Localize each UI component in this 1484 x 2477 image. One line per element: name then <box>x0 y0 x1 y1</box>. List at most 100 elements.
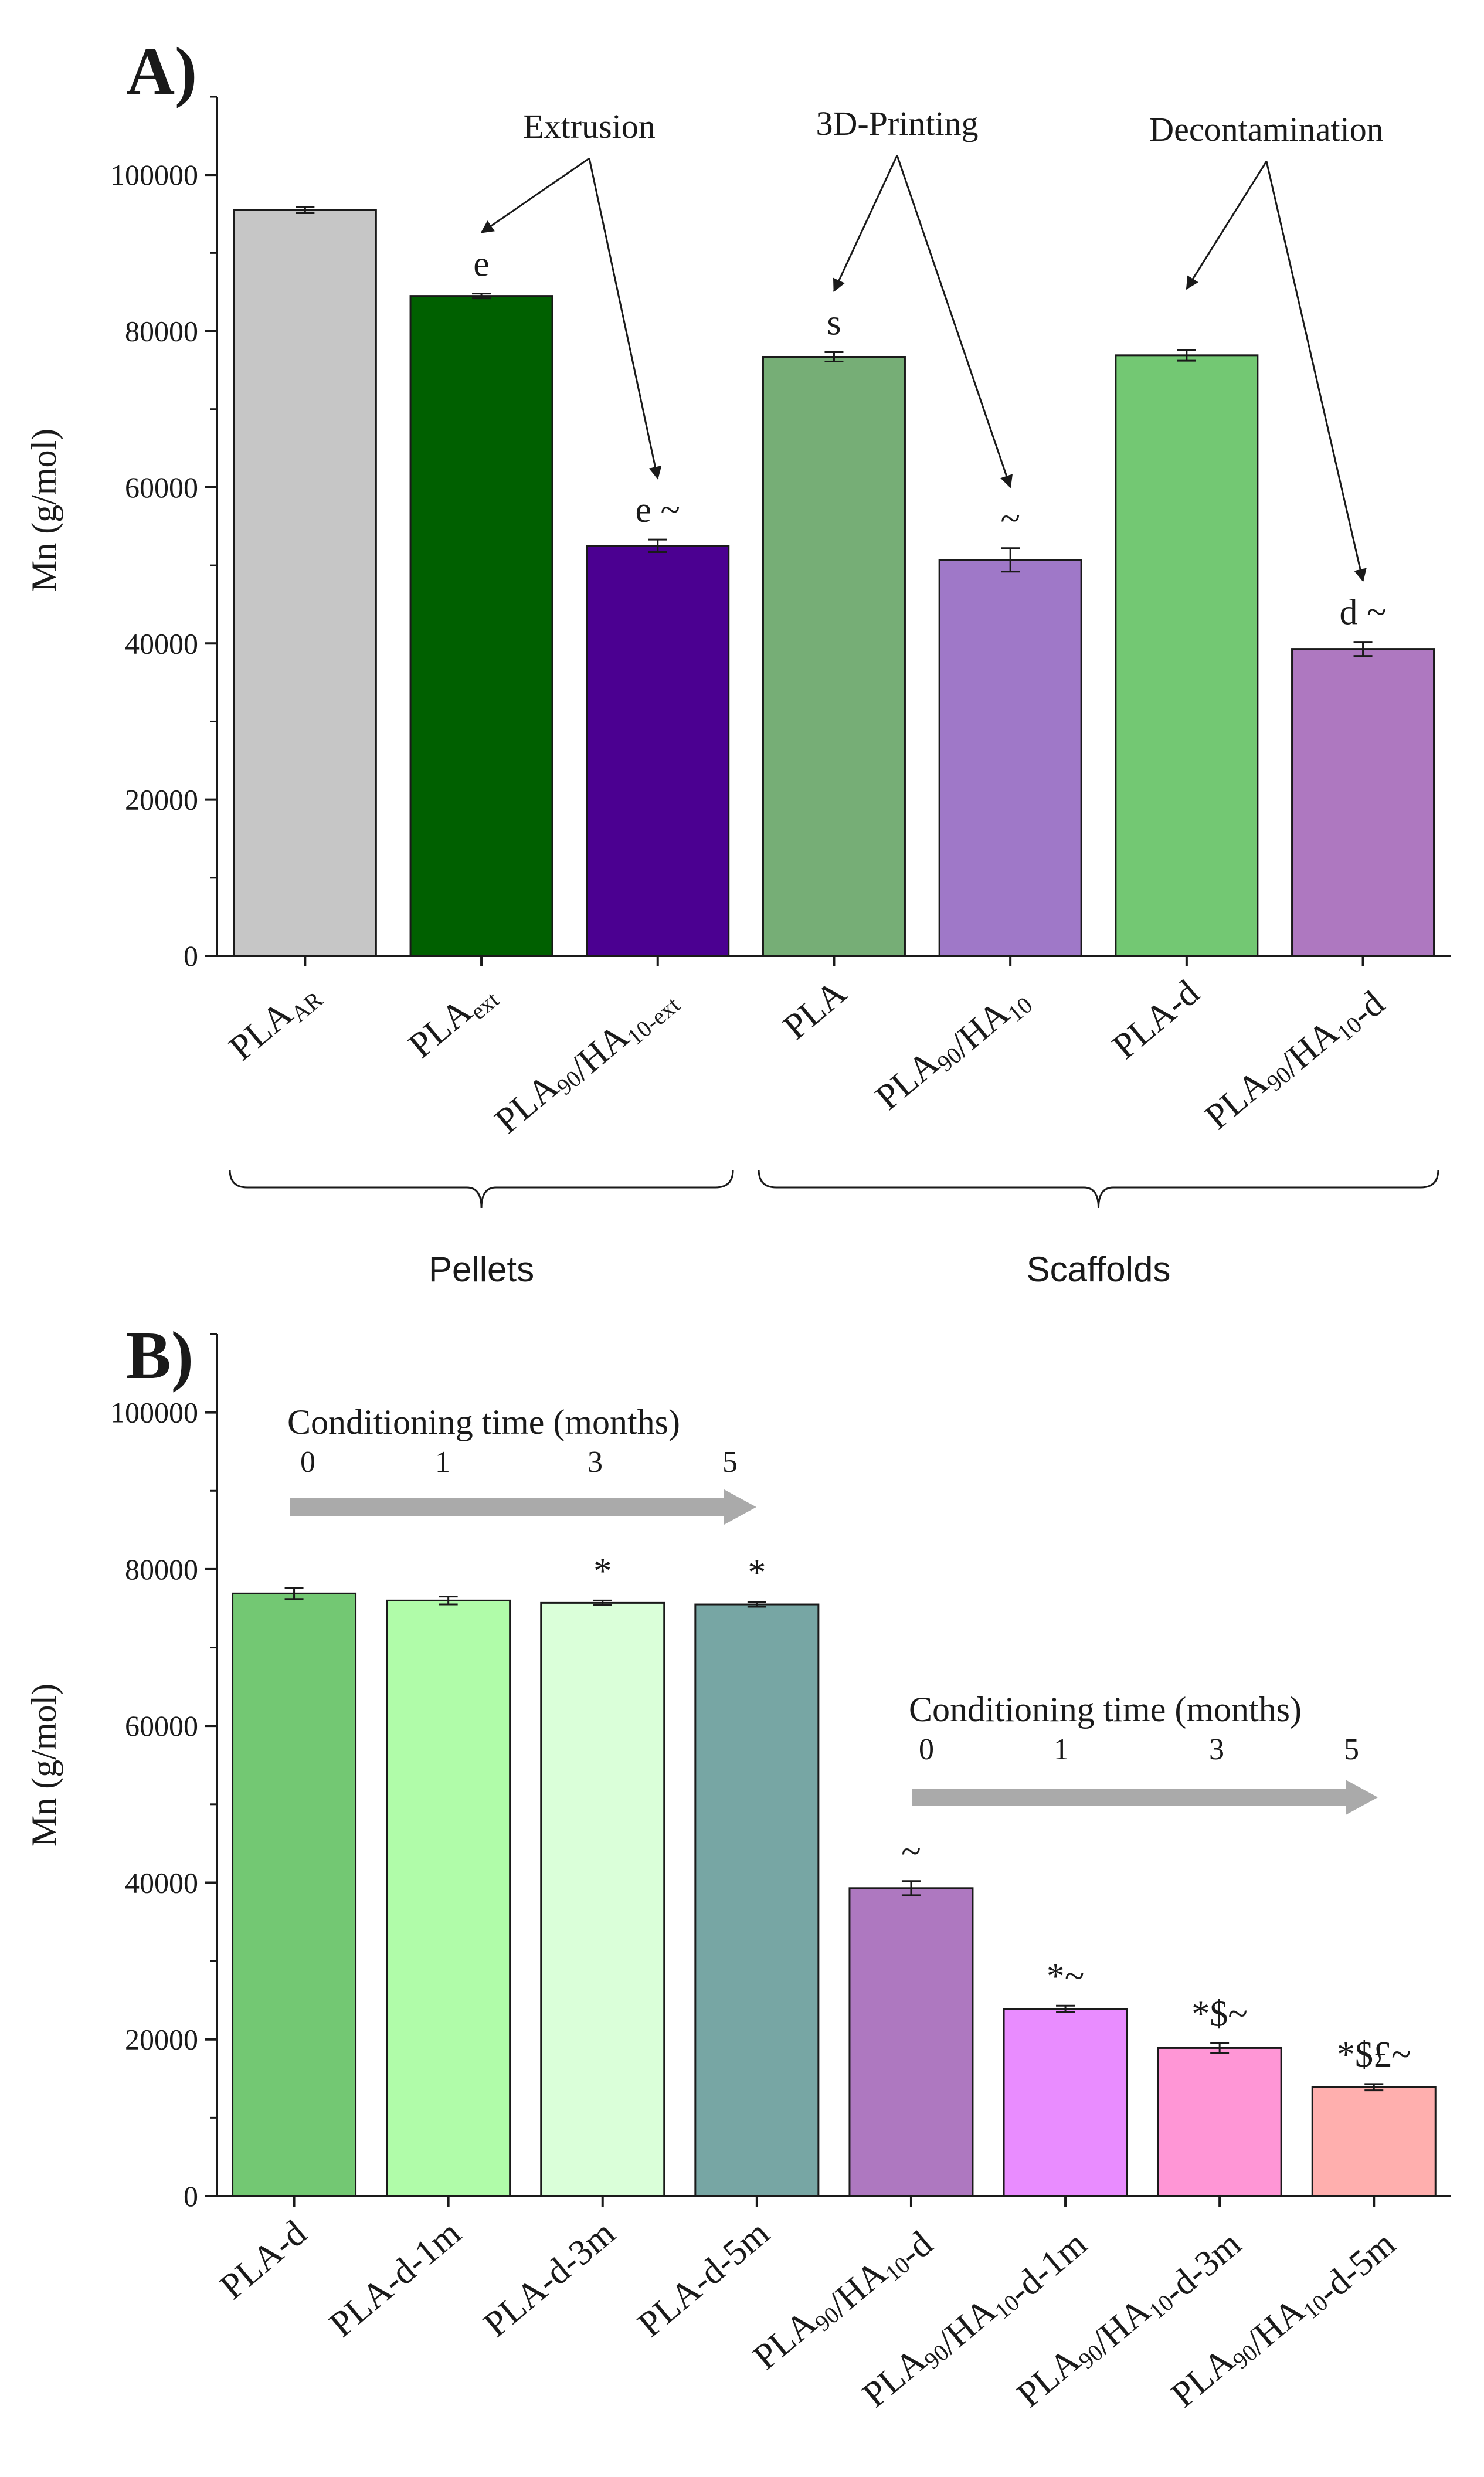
panel-b-significance-2: * <box>593 1551 612 1591</box>
panel-a-chart: A) Mn (g/mol) e e ~ s ~ d ~ 0 20000 40000 60000… <box>25 34 1451 1289</box>
panel-b-bar-3 <box>694 1603 820 2197</box>
panel-b-conditioning-1: Conditioning time (months) 0 1 3 5 <box>909 1690 1378 1815</box>
panel-a-category-label-2: PLA90/HA10-ext <box>488 973 685 1150</box>
panel-a-bar-4 <box>938 559 1082 957</box>
panel-b-conditioning-tick-0-1: 1 <box>435 1446 450 1479</box>
panel-b-y-tick-label-3: 60000 <box>125 1709 198 1742</box>
panel-a-y-tick-label-1: 20000 <box>125 783 198 816</box>
panel-a-annotation-arrow-0-0 <box>480 157 590 233</box>
panel-b-significance-5: *~ <box>1047 1956 1085 1996</box>
panel-b-error-bar-6 <box>1210 2042 1230 2054</box>
panel-b-conditioning-arrow-0 <box>290 1489 756 1525</box>
panel-a-bar-1 <box>409 295 553 957</box>
panel-a-category-label-6: PLA90/HA10-d <box>1197 973 1392 1148</box>
panel-a-annotation-label-0: Extrusion <box>523 107 656 145</box>
panel-b-bar-1 <box>386 1599 511 2197</box>
panel-a-group-label-0: Pellets <box>429 1250 534 1289</box>
panel-b-significance-3: * <box>748 1553 766 1593</box>
panel-a-category-label-4: PLA90/HA10 <box>868 973 1038 1126</box>
panel-b-bar-0 <box>232 1592 357 2197</box>
panel-b-bar-5 <box>1003 2008 1128 2197</box>
panel-b-chart: B) Mn (g/mol) * *~*~*$~*$£~ 0200004000060… <box>25 1318 1451 2415</box>
panel-b-conditioning-tick-0-0: 0 <box>300 1446 315 1479</box>
panel-a-annotation-1: 3D-Printing <box>816 104 1013 488</box>
panel-a-y-tick-label-5: 100000 <box>110 158 198 191</box>
panel-b-error-bar-4 <box>901 1880 921 1896</box>
panel-b-significance-6: *$~ <box>1191 1994 1248 2034</box>
panel-a-y-tick-label-2: 40000 <box>125 627 198 660</box>
panel-b-bar-6 <box>1157 2047 1282 2197</box>
panel-a-annotation-2: Decontamination <box>1149 110 1384 582</box>
panel-b-conditioning-title-1: Conditioning time (months) <box>909 1690 1302 1729</box>
panel-b-conditioning-tick-1-0: 0 <box>919 1733 934 1766</box>
panel-b-conditioning-tick-0-3: 5 <box>722 1446 738 1479</box>
panel-a-error-bar-3 <box>824 351 844 362</box>
panel-b-bar-4 <box>848 1887 974 2197</box>
panel-b-conditioning-tick-1-3: 5 <box>1344 1733 1359 1766</box>
panel-a-category-label-3: PLA <box>776 972 854 1047</box>
panel-a-annotation-arrow-1-1 <box>896 155 1013 488</box>
panel-a-category-label-5: PLA-d <box>1105 973 1207 1067</box>
panel-a-bar-0 <box>233 209 377 957</box>
panel-b-conditioning-tick-1-1: 1 <box>1054 1733 1069 1766</box>
panel-b-category-label-3: PLA-d-5m <box>630 2213 777 2345</box>
panel-a-y-axis-title: Mn (g/mol) <box>25 429 63 592</box>
panel-b-y-tick-label-1: 20000 <box>125 2023 198 2056</box>
panel-b-significance-7: *$£~ <box>1337 2035 1411 2075</box>
panel-a-group-label-1: Scaffolds <box>1027 1250 1171 1289</box>
panel-a-significance-3: s <box>827 303 841 343</box>
panel-b-error-bar-3 <box>747 1601 766 1608</box>
panel-a-y-tick-label-3: 60000 <box>125 471 198 504</box>
panel-b-error-bar-1 <box>439 1596 458 1606</box>
panel-a-significance-4: ~ <box>1000 499 1020 539</box>
panel-a-annotation-arrow-2-0 <box>1186 161 1268 290</box>
panel-b-category-label-2: PLA-d-3m <box>476 2213 623 2345</box>
panel-a-annotation-arrow-2-1 <box>1265 161 1367 582</box>
panel-b-conditioning-tick-1-2: 3 <box>1209 1733 1224 1766</box>
panel-a-bar-2 <box>586 545 730 957</box>
panel-b-bar-2 <box>540 1601 665 2197</box>
panel-a-error-bar-2 <box>648 538 667 553</box>
panel-a-bar-3 <box>762 355 906 957</box>
panel-a-significance-6: d ~ <box>1340 593 1387 633</box>
panel-b-error-bar-0 <box>284 1587 304 1600</box>
panel-a-error-bar-1 <box>472 293 491 300</box>
panel-b-y-tick-label-0: 0 <box>184 2180 198 2213</box>
panel-b-bar-7 <box>1311 2086 1437 2197</box>
panel-a-error-bar-0 <box>296 206 315 214</box>
panel-a-error-bar-6 <box>1353 641 1373 657</box>
panel-a-category-label-0: PLAAR <box>222 972 328 1071</box>
panel-a-group-brace-1 <box>758 1169 1439 1209</box>
panel-b-y-axis-title: Mn (g/mol) <box>25 1684 63 1847</box>
panel-a-annotation-arrow-0-1 <box>588 158 662 480</box>
panel-b-significance-4: ~ <box>901 1832 921 1872</box>
panel-b-error-bar-7 <box>1364 2083 1384 2092</box>
panel-a-error-bar-4 <box>1001 547 1020 573</box>
panel-b-error-bar-2 <box>593 1599 612 1606</box>
panel-a-annotation-label-2: Decontamination <box>1149 110 1383 148</box>
panel-b-y-tick-label-2: 40000 <box>125 1866 198 1899</box>
panel-b-y-tick-label-5: 100000 <box>110 1396 198 1429</box>
panel-a-annotation-0: Extrusion <box>480 107 662 480</box>
panel-b-category-label-0: PLA-d <box>213 2213 314 2308</box>
panel-b-category-label-1: PLA-d-1m <box>322 2213 468 2345</box>
panel-b-conditioning-arrow-1 <box>912 1780 1378 1815</box>
panel-a-bar-5 <box>1115 354 1259 957</box>
panel-b-conditioning-tick-0-2: 3 <box>588 1446 603 1479</box>
panel-b-y-tick-label-4: 80000 <box>125 1553 198 1586</box>
panel-a-bar-6 <box>1291 648 1435 957</box>
panel-a-annotation-arrow-1-0 <box>833 155 898 293</box>
panel-b-error-bar-5 <box>1056 2004 1075 2013</box>
panel-a-significance-2: e ~ <box>635 490 680 530</box>
panel-b-conditioning-0: Conditioning time (months) 0 1 3 5 <box>287 1403 756 1525</box>
panel-a-category-label-1: PLAext <box>401 973 504 1069</box>
panel-a-error-bar-5 <box>1177 349 1196 362</box>
panel-a-group-brace-0 <box>229 1169 734 1209</box>
panel-a-significance-1: e <box>473 245 490 284</box>
panel-a-y-tick-label-0: 0 <box>184 939 198 972</box>
panel-b-conditioning-title-0: Conditioning time (months) <box>287 1403 680 1441</box>
panel-a-label: A) <box>126 34 197 108</box>
panel-b-label: B) <box>126 1318 193 1393</box>
panel-a-annotation-label-1: 3D-Printing <box>816 104 978 142</box>
